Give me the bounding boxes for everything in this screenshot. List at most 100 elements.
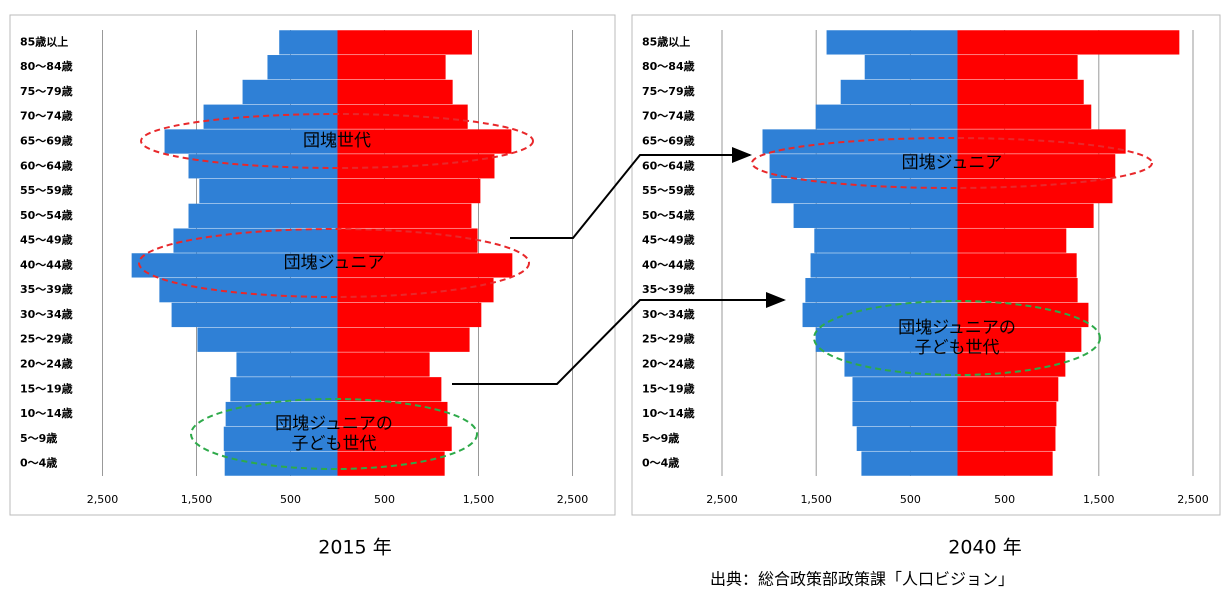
x-tick-label: 500 bbox=[994, 493, 1015, 506]
y-tick-label: 80～84歳 bbox=[642, 59, 695, 73]
bar bbox=[805, 278, 958, 303]
y-tick-label: 45～49歳 bbox=[642, 233, 695, 247]
bar bbox=[171, 302, 338, 328]
y-tick-label: 10～14歳 bbox=[20, 406, 73, 420]
y-tick-label: 50～54歳 bbox=[20, 208, 73, 222]
y-tick-label: 20～24歳 bbox=[20, 357, 73, 371]
bar bbox=[957, 377, 1059, 402]
x-tick-label: 1,500 bbox=[1083, 493, 1115, 506]
bar bbox=[793, 203, 958, 228]
bar bbox=[957, 278, 1078, 303]
x-tick-label: 500 bbox=[374, 493, 395, 506]
bar bbox=[957, 79, 1084, 105]
bar bbox=[188, 203, 338, 228]
y-tick-label: 75～79歳 bbox=[642, 84, 695, 98]
bar bbox=[844, 352, 958, 377]
y-tick-label: 35～39歳 bbox=[642, 282, 695, 296]
bar bbox=[957, 203, 1094, 228]
bar bbox=[223, 426, 338, 451]
bar bbox=[957, 178, 1113, 204]
bar bbox=[337, 253, 513, 278]
bar bbox=[337, 451, 445, 476]
bar bbox=[957, 228, 1067, 253]
bar bbox=[159, 278, 338, 303]
bar bbox=[957, 253, 1077, 278]
x-tick-label: 1,500 bbox=[181, 493, 213, 506]
bar bbox=[840, 79, 958, 105]
y-tick-label: 40～44歳 bbox=[20, 257, 73, 271]
bar bbox=[337, 129, 512, 154]
bar bbox=[957, 154, 1116, 179]
annotation: 団塊ジュニアの bbox=[898, 318, 1016, 338]
bar bbox=[957, 426, 1056, 451]
annotation: 団塊ジュニア bbox=[902, 153, 1003, 173]
y-tick-label: 60～64歳 bbox=[20, 158, 73, 172]
y-tick-label: 25～29歳 bbox=[642, 332, 695, 346]
y-tick-label: 30～34歳 bbox=[20, 307, 73, 321]
x-tick-label: 2,500 bbox=[1177, 493, 1209, 506]
bar bbox=[337, 302, 482, 328]
y-tick-label: 0～4歳 bbox=[642, 456, 679, 470]
y-tick-label: 65～69歳 bbox=[20, 134, 73, 148]
y-tick-label: 0～4歳 bbox=[20, 456, 57, 470]
source: 出典：総合政策部政策課「人口ビジョン」 bbox=[710, 570, 1014, 589]
x-tick-label: 2,500 bbox=[557, 493, 589, 506]
bar bbox=[337, 79, 453, 105]
y-tick-label: 15～19歳 bbox=[20, 381, 73, 395]
bar bbox=[337, 104, 468, 129]
chart-caption: 2015 年 bbox=[318, 537, 391, 559]
x-tick-label: 500 bbox=[280, 493, 301, 506]
bar bbox=[957, 30, 1180, 55]
annotation: 団塊世代 bbox=[303, 131, 371, 151]
bar bbox=[852, 401, 958, 427]
y-tick-label: 70～74歳 bbox=[642, 109, 695, 123]
bar bbox=[337, 401, 448, 427]
y-tick-label: 70～74歳 bbox=[20, 109, 73, 123]
bar bbox=[203, 104, 338, 129]
bar bbox=[164, 129, 338, 154]
bar bbox=[337, 178, 481, 204]
bar bbox=[769, 154, 958, 179]
y-tick-label: 35～39歳 bbox=[20, 282, 73, 296]
annotation-ellipse bbox=[138, 228, 530, 298]
bar bbox=[856, 426, 958, 451]
bar bbox=[810, 253, 958, 278]
bar bbox=[852, 377, 958, 402]
bar bbox=[957, 352, 1066, 377]
charts: 2,500 1,500 500 500 1,500 2,500 85歳以上 80～84歳 75～… bbox=[20, 30, 1209, 559]
annotation: 子ども世代 bbox=[915, 338, 1000, 358]
bar bbox=[267, 55, 338, 80]
bar bbox=[957, 451, 1053, 476]
bar bbox=[814, 228, 958, 253]
y-tick-label: 55～59歳 bbox=[20, 183, 73, 197]
y-tick-label: 50～54歳 bbox=[642, 208, 695, 222]
y-tick-label: 60～64歳 bbox=[642, 158, 695, 172]
bar bbox=[236, 352, 338, 377]
bar bbox=[815, 327, 958, 352]
bar bbox=[861, 451, 958, 476]
annotation: 子ども世代 bbox=[292, 434, 377, 454]
x-tick-label: 2,500 bbox=[706, 493, 738, 506]
x-tick-label: 1,500 bbox=[800, 493, 832, 506]
y-tick-label: 85歳以上 bbox=[642, 34, 690, 48]
y-tick-label: 75～79歳 bbox=[20, 84, 73, 98]
y-tick-label: 30～34歳 bbox=[642, 307, 695, 321]
y-tick-label: 25～29歳 bbox=[20, 332, 73, 346]
x-tick-label: 2,500 bbox=[87, 493, 119, 506]
bar bbox=[225, 401, 338, 427]
arrow bbox=[452, 292, 786, 385]
y-tick-label: 5～9歳 bbox=[20, 431, 57, 445]
bar bbox=[337, 203, 472, 228]
bar bbox=[224, 451, 338, 476]
annotation: 団塊ジュニアの bbox=[275, 414, 393, 434]
bar bbox=[279, 30, 338, 55]
bar bbox=[957, 55, 1078, 80]
bar bbox=[337, 327, 470, 352]
annotation-ellipse bbox=[190, 398, 478, 470]
x-tick-label: 500 bbox=[900, 493, 921, 506]
y-tick-label: 5～9歳 bbox=[642, 431, 679, 445]
y-tick-label: 45～49歳 bbox=[20, 233, 73, 247]
bar bbox=[131, 253, 338, 278]
bar bbox=[230, 377, 338, 402]
